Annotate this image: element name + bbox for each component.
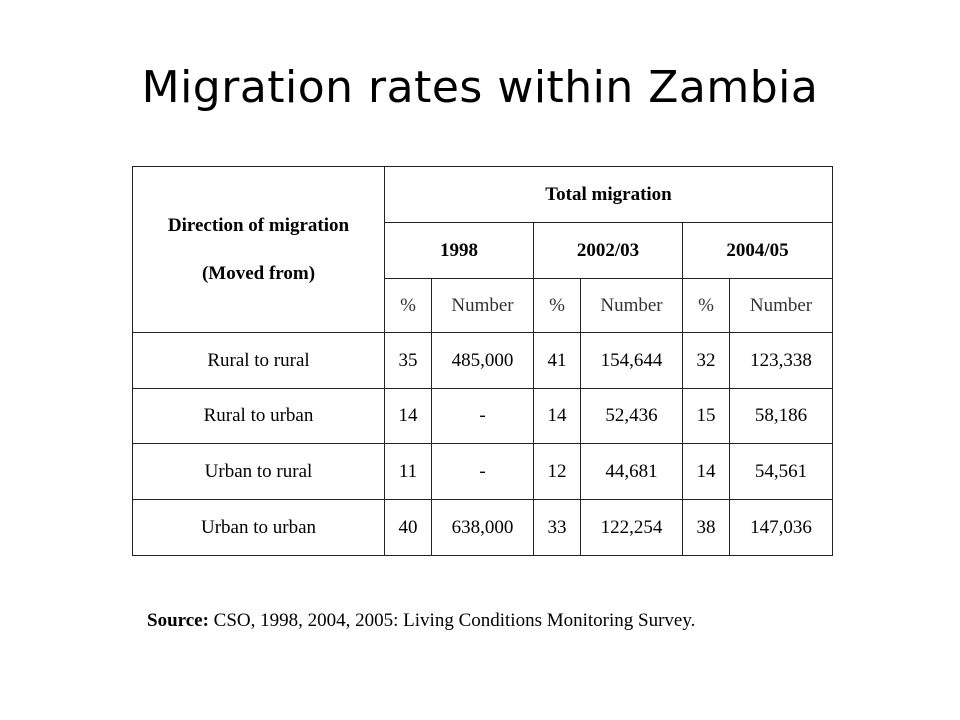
pct-cell: 14 <box>384 388 432 444</box>
number-cell: 123,338 <box>729 332 833 389</box>
pct-cell: 15 <box>682 388 730 444</box>
number-cell: 122,254 <box>580 499 683 556</box>
number-cell: 638,000 <box>431 499 534 556</box>
year-header-2002-03: 2002/03 <box>533 222 683 279</box>
direction-cell: Urban to urban <box>132 499 385 556</box>
source-label: Source: <box>147 610 209 631</box>
direction-cell: Rural to rural <box>132 332 385 389</box>
pct-cell: 12 <box>533 443 581 500</box>
pct-cell: 40 <box>384 499 432 556</box>
direction-cell: Rural to urban <box>132 388 385 444</box>
number-cell: 58,186 <box>729 388 833 444</box>
slide-title: Migration rates within Zambia <box>141 62 819 113</box>
table-row: Rural to urban 14 - 14 52,436 15 58,186 <box>132 388 833 444</box>
number-header: Number <box>580 278 683 333</box>
direction-header-label: Direction of migration <box>167 214 350 236</box>
number-header: Number <box>431 278 534 333</box>
direction-header: Direction of migration (Moved from) <box>132 166 385 333</box>
pct-cell: 14 <box>682 443 730 500</box>
year-header-2004-05: 2004/05 <box>682 222 833 279</box>
source-note: Source: CSO, 1998, 2004, 2005: Living Co… <box>147 610 695 632</box>
migration-table: Direction of migration (Moved from) Tota… <box>132 166 833 556</box>
pct-cell: 14 <box>533 388 581 444</box>
year-header-1998: 1998 <box>384 222 534 279</box>
pct-cell: 38 <box>682 499 730 556</box>
table-row: Rural to rural 35 485,000 41 154,644 32 … <box>132 332 833 389</box>
number-cell: 54,561 <box>729 443 833 500</box>
pct-cell: 11 <box>384 443 432 500</box>
total-migration-header: Total migration <box>384 166 833 223</box>
pct-cell: 41 <box>533 332 581 389</box>
number-cell: - <box>431 388 534 444</box>
direction-cell: Urban to rural <box>132 443 385 500</box>
number-cell: 147,036 <box>729 499 833 556</box>
number-cell: 52,436 <box>580 388 683 444</box>
pct-header: % <box>533 278 581 333</box>
number-cell: 44,681 <box>580 443 683 500</box>
pct-cell: 33 <box>533 499 581 556</box>
number-cell: - <box>431 443 534 500</box>
table-row: Urban to urban 40 638,000 33 122,254 38 … <box>132 499 833 556</box>
number-header: Number <box>729 278 833 333</box>
pct-cell: 32 <box>682 332 730 389</box>
pct-header: % <box>682 278 730 333</box>
number-cell: 154,644 <box>580 332 683 389</box>
pct-cell: 35 <box>384 332 432 389</box>
moved-from-label: (Moved from) <box>201 262 316 284</box>
pct-header: % <box>384 278 432 333</box>
source-text: CSO, 1998, 2004, 2005: Living Conditions… <box>213 610 696 631</box>
table-row: Urban to rural 11 - 12 44,681 14 54,561 <box>132 443 833 500</box>
number-cell: 485,000 <box>431 332 534 389</box>
